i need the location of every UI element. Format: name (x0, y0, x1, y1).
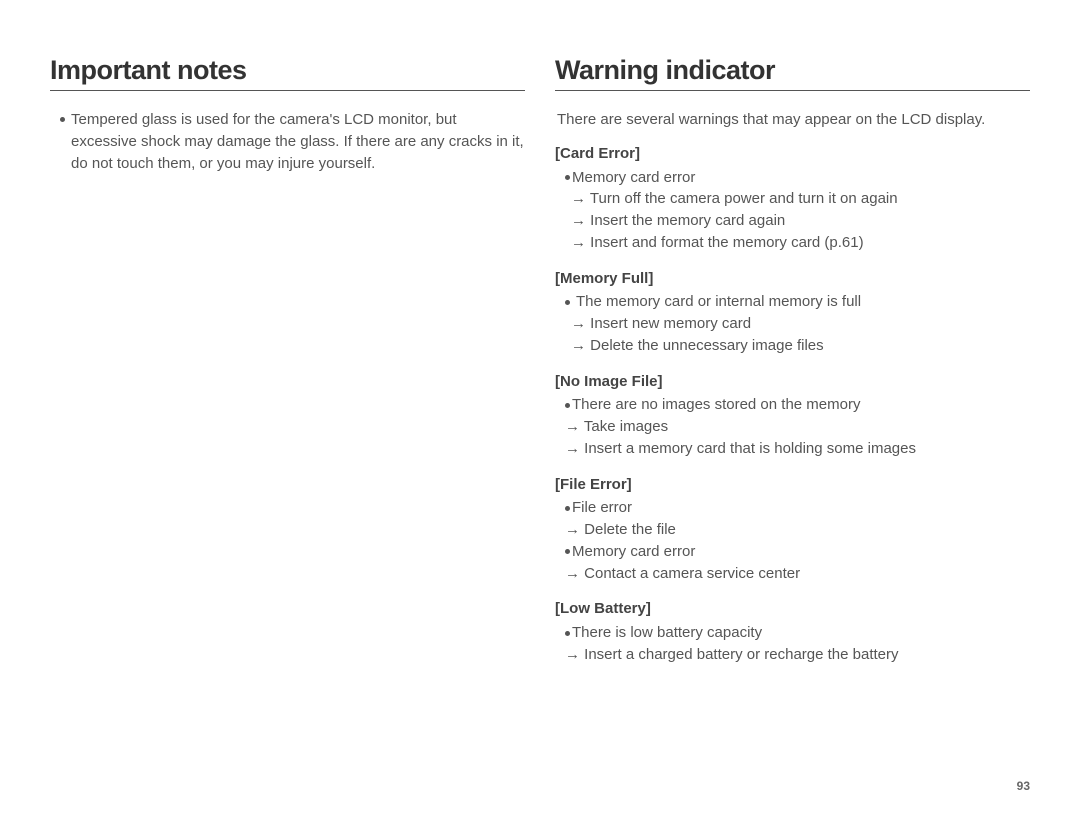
warning-title: [Low Battery] (555, 598, 1030, 620)
bullet-icon (565, 506, 570, 511)
warning-bullet-text: Memory card error (572, 543, 695, 560)
warning-bullet-text: The memory card or internal memory is fu… (576, 293, 861, 310)
warning-title: [No Image File] (555, 371, 1030, 393)
warnings-list: [Card Error] Memory card error → Turn off … (555, 143, 1030, 666)
warning-arrow-line: → Insert a charged battery or recharge t… (555, 644, 1030, 666)
warning-bullet: Memory card error (555, 541, 1030, 563)
bullet-icon (565, 631, 570, 636)
right-heading: Warning indicator (555, 55, 1030, 91)
warning-title: [Card Error] (555, 143, 1030, 165)
left-bullet-item: Tempered glass is used for the camera's … (50, 109, 525, 174)
warning-arrow-line: → Contact a camera service center (555, 563, 1030, 585)
left-heading: Important notes (50, 55, 525, 91)
warning-bullet: The memory card or internal memory is fu… (555, 291, 1030, 313)
warning-arrow-line: → Insert new memory card (555, 313, 1030, 335)
left-bullet-text: Tempered glass is used for the camera's … (71, 109, 525, 174)
warning-arrow-line: → Delete the unnecessary image files (555, 335, 1030, 357)
warning-bullet-text: Memory card error (572, 169, 695, 186)
right-intro: There are several warnings that may appe… (555, 109, 1030, 131)
warning-bullet-text: File error (572, 499, 632, 516)
left-column: Important notes Tempered glass is used f… (50, 55, 525, 666)
bullet-icon (565, 403, 570, 408)
bullet-icon (60, 117, 65, 122)
warning-title: [File Error] (555, 474, 1030, 496)
bullet-icon (565, 175, 570, 180)
warning-arrow-line: → Insert and format the memory card (p.6… (555, 232, 1030, 254)
warning-title: [Memory Full] (555, 268, 1030, 290)
page-columns: Important notes Tempered glass is used f… (50, 55, 1030, 666)
page-number: 93 (1017, 779, 1030, 793)
warning-bullet: Memory card error (555, 167, 1030, 189)
warning-arrow-line: → Turn off the camera power and turn it … (555, 188, 1030, 210)
warning-arrow-line: → Take images (555, 416, 1030, 438)
warning-arrow-line: → Delete the file (555, 519, 1030, 541)
warning-arrow-line: → Insert a memory card that is holding s… (555, 438, 1030, 460)
warning-bullet-text: There are no images stored on the memory (572, 396, 860, 413)
right-column: Warning indicator There are several warn… (555, 55, 1030, 666)
warning-bullet: File error (555, 497, 1030, 519)
warning-bullet: There is low battery capacity (555, 622, 1030, 644)
bullet-icon (565, 300, 570, 305)
bullet-icon (565, 549, 570, 554)
warning-arrow-line: → Insert the memory card again (555, 210, 1030, 232)
warning-bullet: There are no images stored on the memory (555, 394, 1030, 416)
warning-bullet-text: There is low battery capacity (572, 624, 762, 641)
